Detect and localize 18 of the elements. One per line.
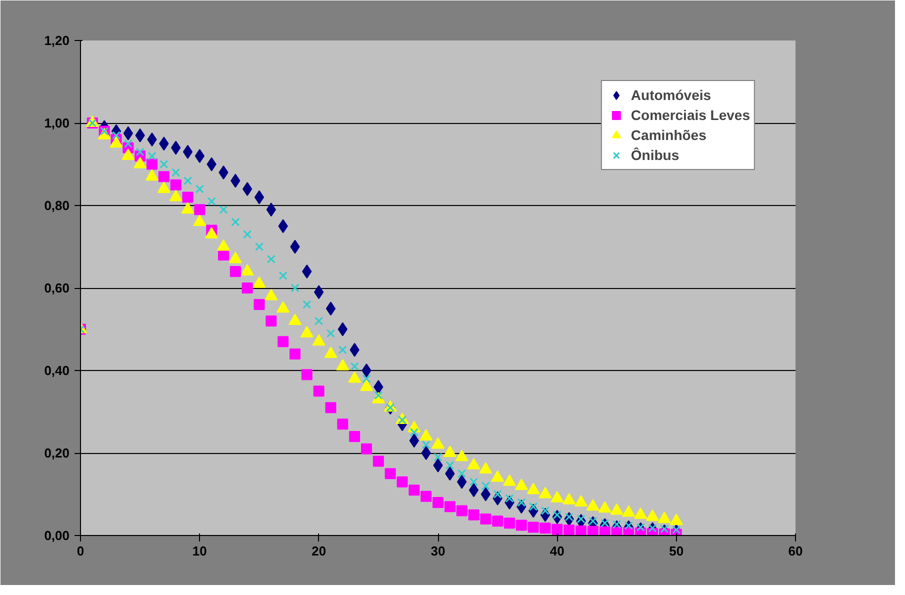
legend-label: Comerciais Leves	[630, 107, 750, 123]
y-tick-label: 0,20	[44, 446, 70, 460]
x-tick-label: 40	[550, 544, 564, 558]
legend-label: Automóveis	[630, 87, 712, 103]
x-tick-label: 20	[312, 544, 326, 558]
x-tick-label: 10	[192, 544, 207, 558]
x-tick-label: 50	[669, 544, 684, 558]
y-tick-label: 1,00	[44, 116, 70, 130]
y-tick-label: 0,00	[44, 528, 70, 543]
legend-label: Ônibus	[630, 147, 680, 163]
y-tick-label: 0,60	[44, 280, 70, 296]
y-tick-label: 0,40	[44, 363, 70, 378]
y-tick-label: 1,20	[44, 33, 70, 48]
x-tick-label: 30	[430, 544, 446, 558]
x-tick-label: 0	[76, 544, 84, 558]
legend-label: Caminhões	[630, 127, 706, 143]
y-tick-label: 0,80	[44, 198, 70, 213]
x-tick-label: 60	[788, 544, 803, 558]
